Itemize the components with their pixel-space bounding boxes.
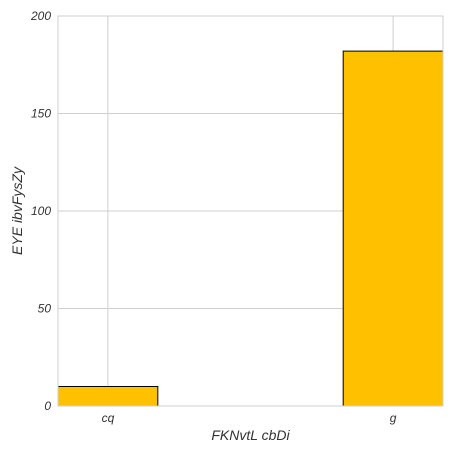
x-tick-label-cq: cq [102,411,115,425]
y-tick-label: 100 [31,204,51,218]
x-tick-labels: cq g [102,411,397,425]
y-tick-label: 150 [31,107,51,121]
y-tick-label: 0 [44,399,51,413]
x-tick-label-g: g [390,411,397,425]
y-axis-label: EYE ibvFysZy [9,166,25,255]
x-axis-label: FKNvtL cbDi [211,427,290,443]
y-tick-label: 50 [38,302,52,316]
bar-cq [57,386,159,407]
plot-frame [57,15,444,407]
bars [57,50,444,407]
y-tick-label: 200 [30,9,51,23]
bar-g [342,50,444,407]
y-tick-labels: 0 50 100 150 200 [30,9,51,413]
